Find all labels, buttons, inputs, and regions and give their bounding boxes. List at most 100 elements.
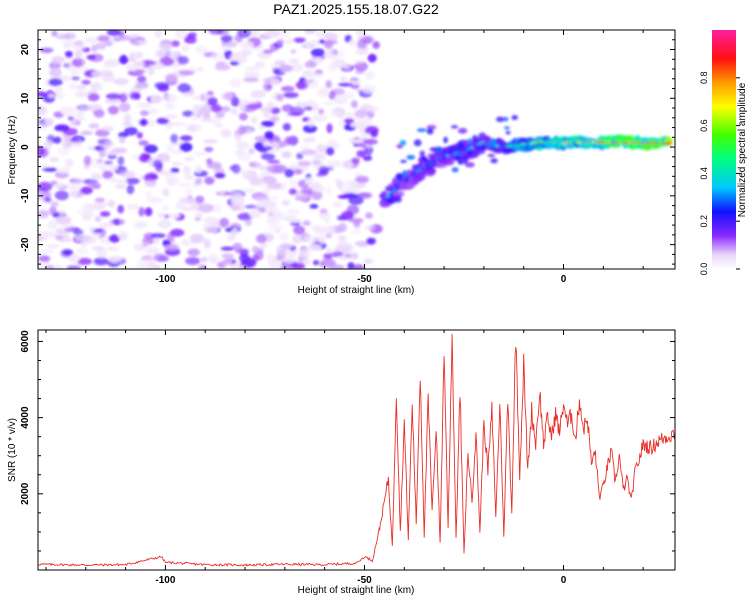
colorbar-tick-label: 0.4 [699,167,709,180]
noise-blob [134,265,151,269]
noise-blob [74,50,83,58]
noise-blob [314,225,326,235]
noise-blob [237,30,252,38]
noise-blob [91,44,98,53]
noise-blob [324,32,339,41]
signal-blob [419,150,425,158]
noise-blob [45,117,54,127]
noise-blob [104,98,121,104]
noise-blob [358,192,373,199]
noise-blob [281,104,294,112]
noise-blob [276,93,284,102]
signal-blob [408,177,413,184]
noise-blob [277,30,291,38]
noise-blob [156,117,169,125]
noise-blob [318,108,325,115]
noise-blob [350,252,359,260]
noise-blob [245,66,260,71]
noise-blob [269,206,279,213]
noise-blob [181,44,189,53]
noise-blob [209,252,218,261]
noise-blob [38,91,46,97]
noise-blob [276,249,287,259]
noise-blob [312,159,321,165]
noise-blob [171,161,184,166]
noise-blob [54,124,70,132]
noise-blob [153,253,167,262]
signal-blob [496,116,505,123]
noise-blob [325,147,335,156]
x-tick-label: 0 [561,274,567,285]
noise-blob [57,147,70,156]
signal-blob [464,162,475,168]
noise-blob [41,249,54,254]
noise-blob [151,233,166,239]
noise-blob [137,75,147,84]
noise-blob [340,76,347,83]
noise-blob [138,140,149,146]
noise-blob [302,220,311,226]
x-tick-label: 0 [561,575,567,586]
noise-blob [312,190,323,201]
noise-blob [87,93,100,102]
noise-blob [266,101,276,109]
noise-blob [165,73,178,82]
y-tick-label: -10 [20,188,31,203]
noise-blob [349,122,363,128]
noise-blob [54,190,69,201]
noise-blob [360,132,371,138]
y-tick-label: 20 [20,44,31,56]
noise-blob [177,56,189,65]
noise-blob [170,133,178,144]
noise-blob [66,265,81,269]
noise-blob [46,264,55,269]
noise-blob [114,77,129,86]
noise-blob [350,100,358,109]
noise-blob [114,179,128,184]
signal-blob [426,124,437,130]
noise-blob [118,136,126,144]
noise-blob [93,257,109,266]
noise-blob [200,117,213,123]
x-tick-label: -50 [357,274,372,285]
noise-blob [229,52,245,63]
noise-blob [215,64,231,71]
signal-blob [406,154,416,160]
noise-blob [195,165,202,174]
noise-blob [208,30,225,35]
noise-blob [98,69,114,77]
noise-blob [355,175,369,184]
noise-blob [259,106,269,114]
noise-blob [42,167,58,172]
signal-halo [443,159,455,166]
noise-blob [262,49,274,54]
noise-blob [91,70,102,78]
signal-blob [396,173,403,180]
noise-blob [353,264,364,269]
noise-blob [103,61,118,68]
noise-blob [219,217,230,228]
signal-blob [400,159,407,163]
noise-blob [281,200,290,206]
noise-blob [117,204,125,214]
noise-blob [301,259,311,265]
noise-blob [276,39,284,45]
noise-blob [305,136,317,143]
noise-blob [268,224,284,231]
noise-blob [366,237,377,245]
noise-blob [194,151,207,156]
signal-blob [450,125,459,129]
noise-blob [58,209,66,216]
noise-blob [367,53,377,63]
signal-blob [429,147,437,152]
noise-blob [328,90,336,100]
noise-blob [207,97,218,106]
noise-blob [119,170,136,178]
noise-blob [351,228,362,235]
noise-blob [144,207,153,217]
noise-blob [43,140,53,150]
noise-blob [282,123,291,131]
noise-blob [230,108,238,116]
noise-blob [198,203,215,213]
